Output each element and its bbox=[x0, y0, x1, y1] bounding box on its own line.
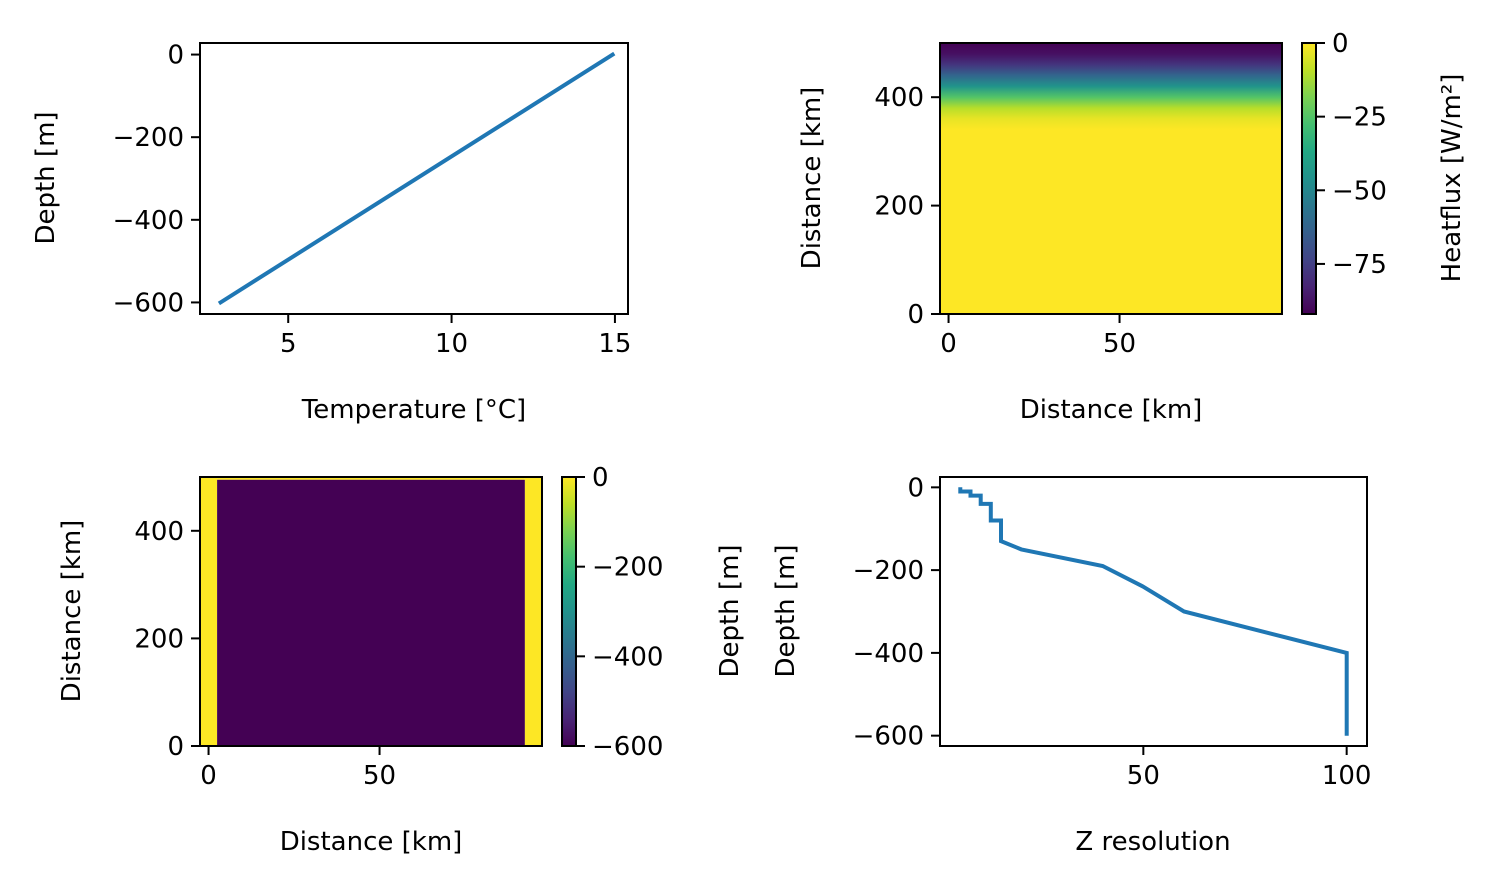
colorbar-tick-group: 0 −200 −400 −600 bbox=[576, 463, 663, 762]
y-tick-label: −400 bbox=[853, 639, 924, 669]
depth-region bbox=[217, 477, 525, 480]
depth-region bbox=[524, 477, 542, 746]
x-tick-group: 5 10 15 bbox=[280, 314, 631, 359]
x-axis-label: Z resolution bbox=[1075, 827, 1230, 857]
colorbar-tick-label: −400 bbox=[592, 642, 663, 672]
colorbar-tick-group: 0 −25 −50 −75 bbox=[1316, 29, 1387, 280]
colorbar-depth bbox=[561, 476, 577, 747]
x-tick-label: 50 bbox=[1127, 761, 1160, 791]
x-tick-group: 0 50 bbox=[940, 314, 1136, 359]
colorbar-label: Heatflux [W/m²] bbox=[1437, 74, 1467, 283]
x-axis-label: Distance [km] bbox=[1020, 395, 1203, 425]
y-tick-label: −200 bbox=[853, 556, 924, 586]
x-tick-group: 50 100 bbox=[1127, 746, 1372, 791]
plot-frame bbox=[939, 476, 1368, 747]
colorbar-tick-label: −25 bbox=[1332, 103, 1387, 133]
x-tick-label: 0 bbox=[940, 329, 957, 359]
colorbar-tick-label: −600 bbox=[592, 732, 663, 762]
y-tick-group: 0 200 400 bbox=[874, 83, 940, 330]
panel-z-resolution: 50 100 0 −200 −400 −600 Z resolution Depth [… bbox=[771, 473, 1371, 857]
x-tick-group: 0 50 bbox=[200, 746, 396, 791]
x-tick-label: 50 bbox=[363, 761, 396, 791]
colorbar-tick-label: −200 bbox=[592, 553, 663, 583]
y-tick-label: −600 bbox=[113, 288, 184, 318]
y-axis-label: Depth [m] bbox=[31, 111, 61, 244]
y-tick-label: 400 bbox=[874, 83, 924, 113]
plot-frame bbox=[939, 42, 1283, 315]
z-resolution-line bbox=[958, 487, 1349, 736]
y-tick-group: 0 −200 −400 −600 bbox=[853, 473, 940, 752]
y-tick-label: 0 bbox=[907, 473, 924, 503]
y-tick-label: 200 bbox=[134, 624, 184, 654]
x-tick-label: 100 bbox=[1322, 761, 1372, 791]
y-tick-label: 0 bbox=[167, 41, 184, 71]
y-tick-label: −400 bbox=[113, 206, 184, 236]
x-tick-label: 5 bbox=[280, 329, 297, 359]
y-tick-label: −600 bbox=[853, 722, 924, 752]
colorbar-tick-label: −75 bbox=[1332, 250, 1387, 280]
depth-image bbox=[200, 477, 542, 746]
x-axis-label: Distance [km] bbox=[280, 827, 463, 857]
colorbar-tick-label: 0 bbox=[1332, 29, 1349, 59]
y-axis-label: Distance [km] bbox=[57, 520, 87, 703]
colorbar-heatflux bbox=[1301, 42, 1317, 315]
y-axis-label: Distance [km] bbox=[797, 87, 827, 270]
heatflux-image bbox=[940, 43, 1282, 314]
y-tick-group: 0 −200 −400 −600 bbox=[113, 41, 200, 318]
colorbar-label: Depth [m] bbox=[715, 544, 745, 677]
plot-frame bbox=[199, 476, 543, 747]
plot-frame bbox=[199, 42, 629, 315]
x-tick-label: 15 bbox=[598, 329, 631, 359]
y-axis-label: Depth [m] bbox=[771, 544, 801, 677]
depth-region bbox=[217, 479, 525, 746]
x-tick-label: 10 bbox=[435, 329, 468, 359]
y-tick-group: 0 200 400 bbox=[134, 517, 200, 762]
x-tick-label: 0 bbox=[200, 761, 217, 791]
y-tick-label: −200 bbox=[113, 123, 184, 153]
x-axis-label: Temperature [°C] bbox=[301, 395, 526, 425]
y-tick-label: 400 bbox=[134, 517, 184, 547]
depth-region bbox=[200, 477, 218, 746]
y-tick-label: 0 bbox=[907, 300, 924, 330]
panel-temperature-profile: 5 10 15 0 −200 −400 −600 Temperature [°C] Dep… bbox=[31, 41, 631, 425]
y-tick-label: 200 bbox=[874, 192, 924, 222]
colorbar-tick-label: 0 bbox=[592, 463, 609, 493]
colorbar-tick-label: −50 bbox=[1332, 176, 1387, 206]
temperature-depth-line bbox=[217, 51, 616, 306]
x-tick-label: 50 bbox=[1103, 329, 1136, 359]
y-tick-label: 0 bbox=[167, 732, 184, 762]
